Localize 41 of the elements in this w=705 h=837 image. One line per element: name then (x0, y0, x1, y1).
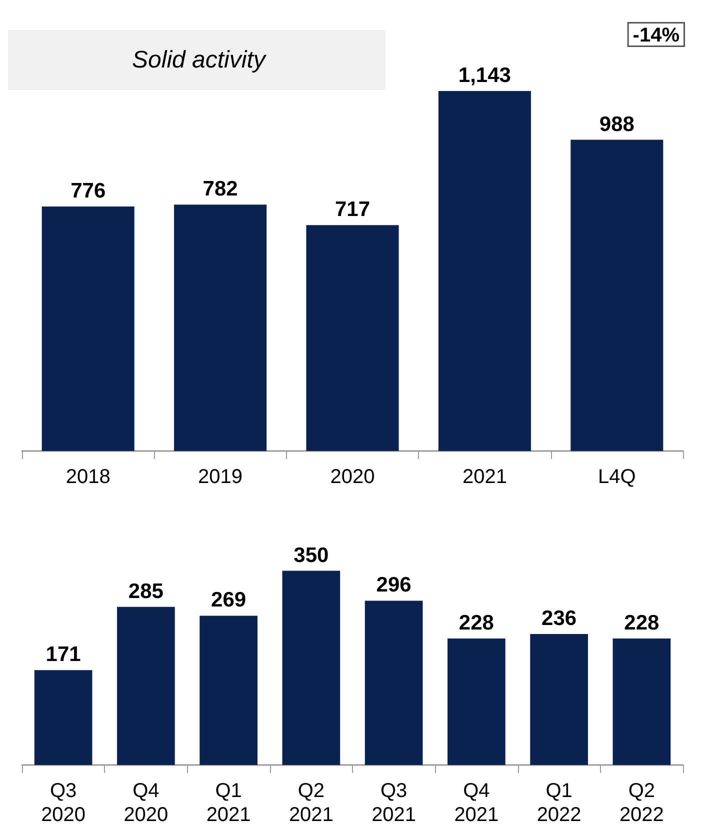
text: -14% (632, 24, 680, 46)
data-label: 171 (46, 643, 82, 666)
data-label: 782 (202, 178, 238, 201)
x-tick-label: L4Q (598, 466, 636, 488)
data-label: 236 (542, 607, 577, 630)
bar (306, 225, 399, 451)
x-tick-label: 2018 (66, 466, 110, 488)
x-tick-label: Q3 2021 (372, 780, 416, 826)
bar (448, 638, 506, 765)
data-label: 228 (624, 611, 660, 634)
data-label: 228 (458, 611, 494, 634)
data-label: 988 (599, 112, 635, 136)
bar (34, 670, 92, 765)
bar (438, 90, 531, 451)
text: Solid activity (132, 46, 268, 74)
x-tick-label: Q3 2020 (41, 780, 86, 826)
bar (530, 634, 588, 765)
bar (117, 606, 175, 765)
x-tick-label: Q4 2020 (124, 780, 168, 826)
x-tick-label: 2019 (198, 466, 243, 488)
bar (612, 638, 671, 765)
data-label: 296 (376, 574, 412, 597)
bar (282, 570, 340, 765)
x-tick-label: Q4 2021 (454, 780, 499, 826)
data-label: 1,143 (458, 64, 511, 87)
x-tick-label: Q1 2021 (206, 780, 251, 826)
x-tick-label: Q2 2022 (619, 780, 664, 826)
bar (200, 616, 258, 765)
bar (364, 600, 423, 765)
data-label: 776 (70, 180, 106, 203)
bar (174, 204, 267, 451)
data-label: 717 (334, 198, 370, 222)
x-tick-label: 2021 (462, 466, 507, 488)
bar (570, 140, 664, 451)
data-label: 269 (211, 588, 246, 612)
x-tick-label: Q2 2021 (288, 780, 334, 826)
data-label: 285 (128, 580, 164, 603)
data-label: 350 (294, 544, 329, 567)
x-tick-label: Q1 2022 (536, 780, 582, 826)
x-tick-label: 2020 (330, 466, 375, 488)
bar (42, 206, 134, 451)
